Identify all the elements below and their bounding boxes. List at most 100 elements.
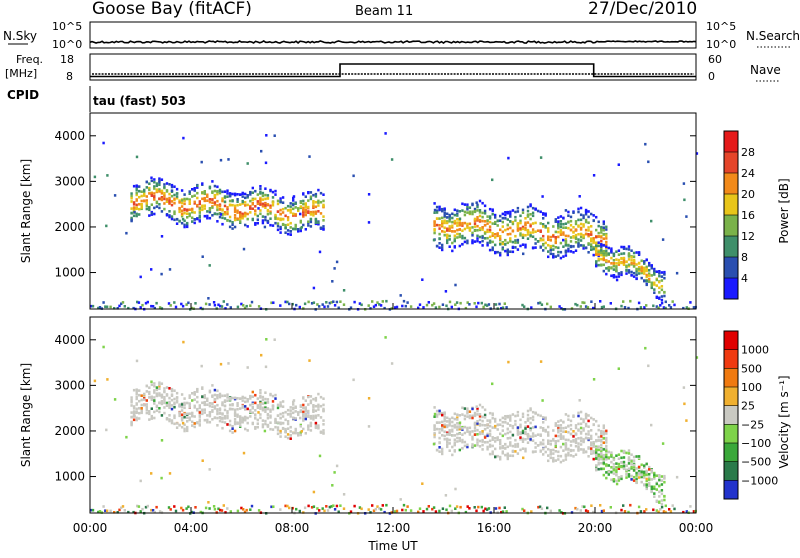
velocity-cell: [228, 407, 232, 411]
velocity-cell: [221, 417, 224, 420]
power-cell: [461, 223, 464, 226]
power-cell: [146, 300, 149, 304]
velocity-cell: [637, 505, 641, 509]
velocity-cell: [438, 409, 441, 413]
power-cell: [175, 187, 179, 191]
power-cell: [292, 203, 295, 207]
power-cell: [499, 237, 502, 241]
power-cell: [203, 207, 206, 210]
velocity-cell: [531, 450, 535, 453]
velocity-cell: [695, 356, 699, 359]
velocity-cell: [461, 427, 464, 430]
power-cell: [165, 182, 169, 185]
velocity-cell: [509, 454, 512, 457]
velocity-cell: [323, 509, 326, 513]
power-cell: [233, 225, 237, 229]
power-cell: [183, 197, 186, 201]
power-cell: [652, 304, 655, 308]
power-cell: [491, 248, 494, 252]
power-cell: [587, 251, 590, 254]
velocity-cell: [567, 424, 570, 428]
power-cell: [226, 303, 229, 306]
velocity-cell: [645, 484, 648, 487]
velocity-cell: [494, 424, 497, 428]
velocity-cell: [246, 429, 249, 432]
velocity-colorbar-cell: [724, 405, 738, 425]
velocity-cell: [90, 508, 93, 512]
velocity-cell: [584, 436, 588, 440]
velocity-cell: [473, 444, 477, 447]
velocity-cell: [655, 500, 658, 503]
velocity-cell: [627, 449, 631, 452]
power-cell: [579, 222, 583, 226]
power-cell: [640, 259, 643, 263]
velocity-cell: [632, 475, 636, 479]
velocity-cell: [647, 364, 650, 368]
power-cell: [211, 214, 214, 217]
power-cell: [251, 198, 254, 202]
power-colorbar-cells: [723, 130, 739, 300]
power-cell: [246, 225, 249, 228]
power-cell: [584, 305, 588, 308]
velocity-cell: [367, 425, 371, 428]
power-cell: [600, 228, 603, 231]
velocity-cell: [542, 427, 545, 430]
velocity-cell: [559, 454, 563, 458]
power-cell: [299, 221, 302, 224]
velocity-cell: [218, 395, 222, 399]
velocity-cell: [494, 440, 497, 443]
velocity-cell: [435, 409, 439, 413]
power-cell: [245, 304, 248, 308]
velocity-cell: [516, 452, 520, 455]
velocity-cell: [274, 393, 277, 397]
power-cell: [186, 197, 189, 201]
velocity-cell: [592, 423, 595, 426]
velocity-cell: [542, 438, 545, 442]
power-cell: [653, 269, 656, 273]
power-cell: [425, 303, 429, 307]
velocity-cell: [446, 445, 449, 449]
velocity-cell: [456, 440, 459, 443]
power-cell: [657, 306, 660, 310]
power-cell: [143, 194, 146, 197]
velocity-cell: [206, 418, 209, 422]
power-cell: [630, 249, 633, 252]
velocity-cell: [481, 432, 484, 435]
velocity-cell: [406, 505, 409, 508]
velocity-cell: [461, 433, 464, 436]
power-cell: [531, 246, 535, 249]
power-cell: [438, 305, 441, 309]
power-cell: [590, 233, 593, 236]
velocity-cell: [190, 510, 194, 514]
power-cell: [547, 235, 550, 238]
velocity-cell: [239, 415, 242, 418]
velocity-cell: [481, 415, 484, 419]
velocity-cell: [241, 404, 244, 408]
velocity-cell: [643, 483, 646, 487]
velocity-cell: [496, 454, 499, 458]
velocity-cell: [322, 408, 325, 412]
power-cell: [435, 205, 439, 209]
velocity-cell: [627, 458, 631, 461]
velocity-cell: [549, 439, 552, 443]
velocity-cell: [213, 388, 217, 392]
power-cell: [226, 195, 229, 198]
power-cell: [448, 215, 451, 218]
velocity-cell: [640, 470, 643, 474]
velocity-cell: [314, 414, 318, 418]
velocity-cell: [250, 504, 254, 508]
velocity-cell: [163, 411, 166, 415]
power-colorbar-cell: [724, 278, 738, 300]
power-cell: [450, 305, 453, 309]
power-cell: [443, 233, 446, 237]
power-cell: [274, 221, 277, 225]
velocity-colorbar-cell: [724, 368, 738, 388]
velocity-cell: [261, 419, 265, 422]
velocity-cell: [180, 413, 184, 417]
power-cell: [466, 226, 469, 229]
power-cell: [318, 305, 321, 308]
power-cell: [435, 211, 439, 214]
velocity-cell: [564, 442, 568, 445]
power-cell: [648, 264, 651, 267]
